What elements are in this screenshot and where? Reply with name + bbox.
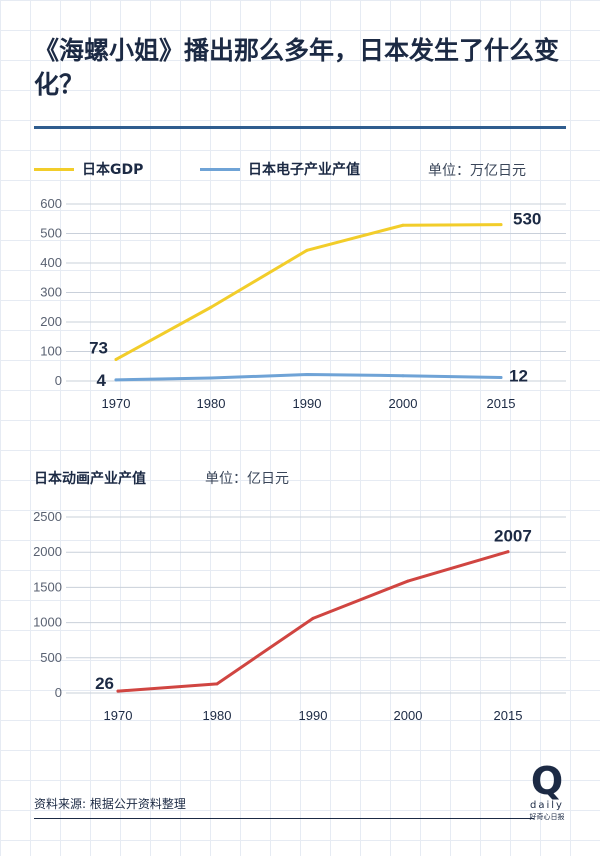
chart2-x-tick-label: 2000 (394, 708, 423, 723)
chart1-y-tick-label: 0 (55, 373, 62, 388)
chart1-data-label: 530 (513, 210, 541, 229)
chart2-y-tick-label: 2500 (33, 509, 62, 524)
chart1-data-point (209, 376, 213, 380)
chart1-data-point (114, 357, 118, 361)
logo-brand: 好奇心日报 (529, 813, 565, 821)
chart2-title: 日本动画产业产值 (34, 471, 146, 487)
chart1-y-tick-label: 600 (40, 196, 62, 211)
chart2-series-line (116, 550, 510, 693)
legend-gdp: 日本GDP (34, 158, 143, 180)
chart1-y-tick-label: 100 (40, 344, 62, 359)
page-title: 《海螺小姐》播出那么多年，日本发生了什么变化？ (34, 36, 560, 99)
chart2-data-point (311, 616, 315, 620)
chart-animation: 0 500 1000 1500 2000 2500 1970 1980 1990 2000 2015… (33, 509, 566, 723)
chart2-x-tick-label: 1990 (299, 708, 328, 723)
title-divider (34, 126, 566, 129)
chart1-x-tick-label: 1990 (293, 396, 322, 411)
legend-electronics-swatch (200, 167, 240, 171)
chart2-y-tick-label: 1500 (33, 579, 62, 594)
chart1-data-point (401, 374, 405, 378)
chart2-data-point (406, 579, 410, 583)
chart1-x-tick-label: 1970 (102, 396, 131, 411)
chart1-data-label: 12 (509, 366, 528, 385)
chart2-y-tick-label: 0 (55, 685, 62, 700)
footer-divider (34, 818, 534, 819)
chart2-x-tick-label: 1980 (203, 708, 232, 723)
chart2-x-tick-label: 1970 (104, 708, 133, 723)
chart1-data-point (305, 373, 309, 377)
chart1-y-tick-label: 300 (40, 285, 62, 300)
chart1-y-tick-label: 200 (40, 314, 62, 329)
chart1-series-line (114, 373, 503, 382)
chart1-data-label: 73 (89, 338, 108, 357)
chart2-data-label: 26 (95, 674, 114, 693)
brand-logo: Q daily 好奇心日报 (522, 762, 572, 822)
chart2-y-tick-label: 500 (40, 650, 62, 665)
chart2-x-tick-label: 2015 (494, 708, 523, 723)
legend-gdp-label: 日本GDP (82, 162, 144, 178)
chart1-data-point (209, 305, 213, 309)
chart1-data-point (401, 223, 405, 227)
chart1-data-point (114, 378, 118, 382)
chart2-unit: 单位：亿日元 (205, 471, 289, 487)
chart1-y-tick-label: 400 (40, 255, 62, 270)
chart1-data-label: 4 (97, 371, 107, 390)
legend-electronics: 日本电子产业产值 (200, 158, 360, 180)
chart2-data-point (506, 550, 510, 554)
chart2-data-point (116, 689, 120, 693)
chart1-y-tick-label: 500 (40, 226, 62, 241)
logo-word: daily (530, 800, 564, 811)
chart1-data-point (305, 248, 309, 252)
chart-gdp-electronics: 0 100 200 300 400 500 600 1970 1980 1990 2000 2015 7… (40, 196, 566, 411)
chart2-data-label: 2007 (494, 527, 532, 546)
chart2-data-point (215, 682, 219, 686)
chart1-x-tick-label: 2015 (487, 396, 516, 411)
logo-letter: Q (530, 759, 564, 803)
chart1-unit: 单位：万亿日元 (428, 163, 526, 179)
legend-gdp-swatch (34, 167, 74, 171)
legend-electronics-label: 日本电子产业产值 (248, 162, 360, 178)
chart1-x-tick-label: 2000 (389, 396, 418, 411)
chart1-x-tick-label: 1980 (197, 396, 226, 411)
chart2-y-tick-label: 2000 (33, 544, 62, 559)
chart1-data-point (499, 223, 503, 227)
chart2-y-tick-label: 1000 (33, 615, 62, 630)
source-note: 资料来源: 根据公开资料整理 (34, 797, 186, 811)
chart1-data-point (499, 375, 503, 379)
